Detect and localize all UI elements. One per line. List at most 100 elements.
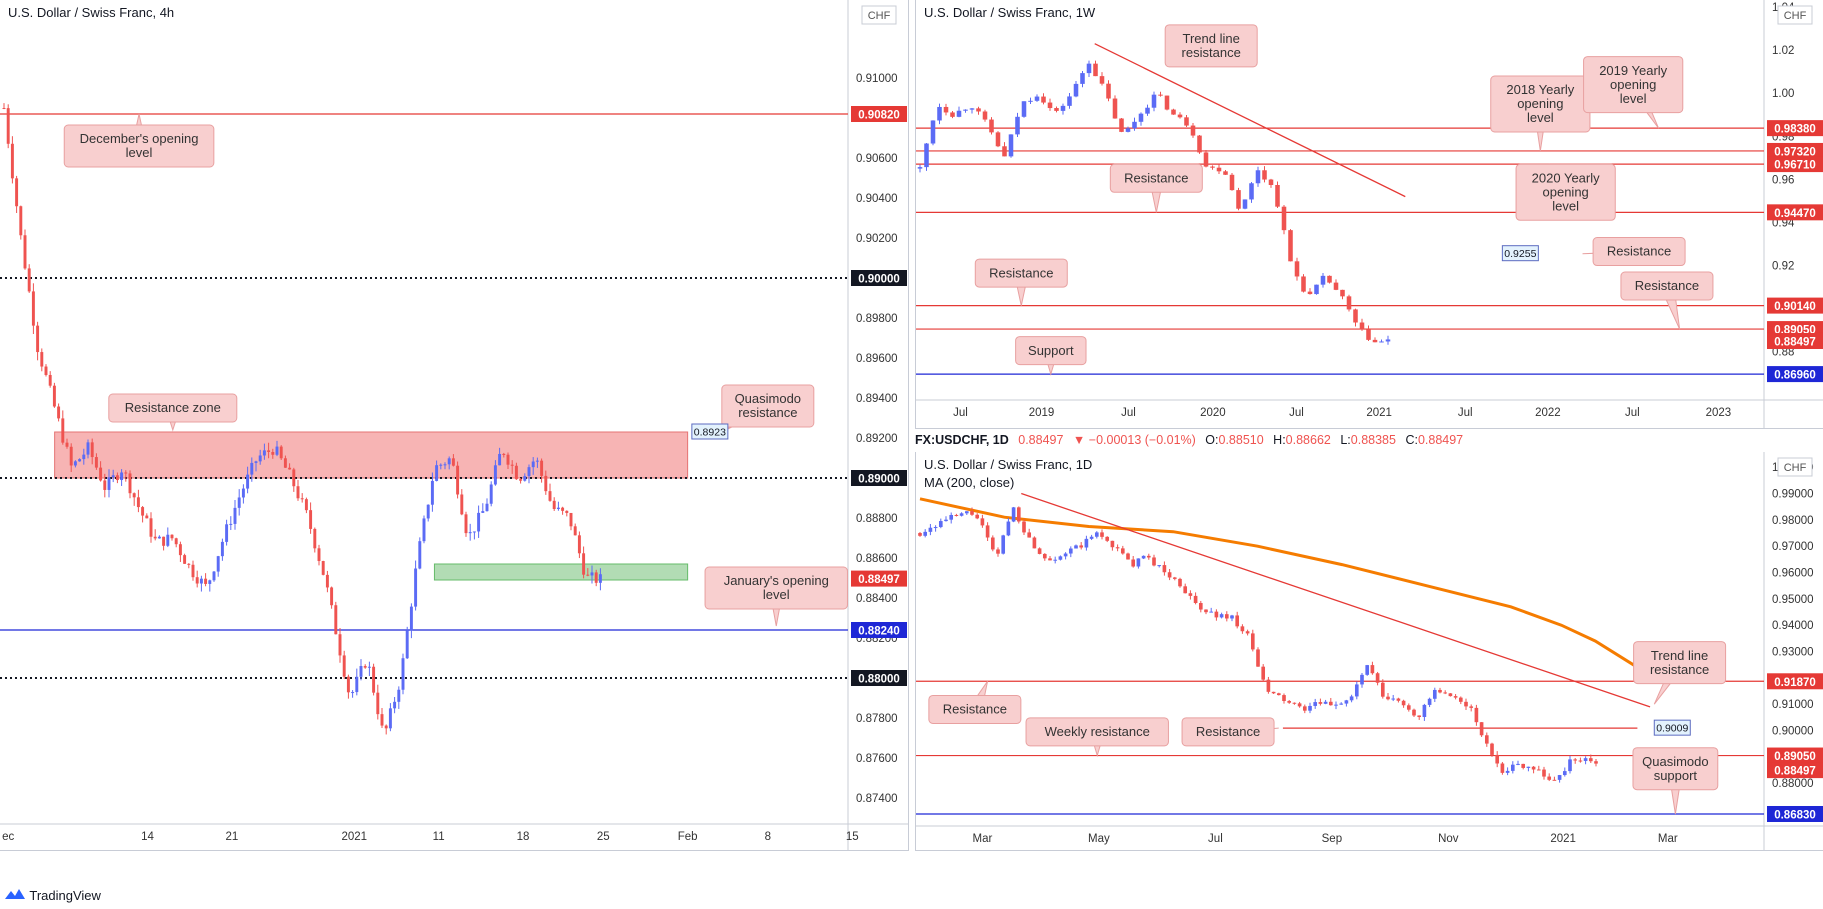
candle-body: [426, 504, 430, 519]
candle-body: [1242, 199, 1248, 209]
callout-box: [1632, 747, 1719, 791]
candle-body: [544, 475, 548, 492]
candle-body: [166, 534, 170, 546]
candle-body: [283, 458, 287, 468]
candle-body: [325, 574, 329, 588]
candle-body: [1021, 101, 1027, 117]
chart-1d[interactable]: 0.880000.890000.900000.910000.920000.930…: [916, 452, 1823, 850]
candle-body: [1016, 507, 1021, 522]
chart-pane-1d[interactable]: 0.880000.890000.900000.910000.920000.930…: [915, 452, 1823, 851]
currency-label: CHF: [868, 10, 891, 22]
y-tick-label: 0.88: [1772, 347, 1794, 359]
candle-body: [1365, 665, 1370, 675]
tradingview-brand[interactable]: TradingView: [29, 888, 101, 903]
candle-body: [1048, 558, 1052, 561]
candle-body: [959, 513, 964, 516]
candle-body: [460, 494, 464, 515]
candle-body: [1302, 706, 1307, 711]
candle-body: [1256, 649, 1260, 667]
candle-body: [1178, 578, 1182, 587]
candle-body: [40, 352, 44, 367]
candle-body: [1427, 698, 1432, 705]
candle-body: [514, 465, 518, 480]
chart-1w[interactable]: 0.880.900.920.940.960.981.001.021.04Jul2…: [916, 0, 1823, 428]
last-price: 0.88497: [1018, 433, 1064, 447]
chart-title: U.S. Dollar / Swiss Franc, 1W: [924, 5, 1096, 20]
candle-body: [1112, 98, 1118, 119]
candle-body: [975, 514, 980, 519]
callout-annotation: Resistance: [974, 258, 1068, 306]
candle-body: [1193, 595, 1198, 604]
candle-body: [254, 461, 258, 463]
chart-pane-4h[interactable]: 0.874000.876000.878000.880000.882000.884…: [0, 0, 909, 851]
candle-body: [288, 467, 292, 470]
candle-body: [145, 515, 149, 519]
y-tick-label: 0.88800: [856, 513, 898, 525]
candle-body: [141, 507, 145, 516]
chart-pane-1w[interactable]: 0.880.900.920.940.960.981.001.021.04Jul2…: [915, 0, 1823, 429]
change-arrow: ▼: [1072, 433, 1086, 447]
callout-text: 2020 Yearly: [1532, 171, 1600, 186]
indicator-label: MA (200, close): [924, 475, 1014, 490]
candle-body: [1448, 693, 1453, 697]
candle-body: [111, 475, 115, 478]
candle-body: [162, 536, 166, 546]
candle-body: [456, 465, 460, 495]
candle-body: [510, 464, 514, 466]
x-tick-label: 18: [517, 831, 530, 843]
candle-body: [1209, 611, 1214, 613]
x-tick-label: Nov: [1438, 833, 1459, 845]
candle-body: [405, 630, 409, 659]
candle-body: [917, 167, 923, 169]
candle-body: [355, 676, 359, 693]
candle-body: [99, 467, 103, 481]
axis-price-tag-label: 0.96710: [1774, 160, 1816, 172]
candle-body: [304, 499, 308, 511]
y-tick-label: 0.94000: [1772, 620, 1814, 632]
axis-price-tag: [1767, 805, 1823, 822]
tradingview-logo-icon[interactable]: [4, 885, 26, 909]
candle-body: [1230, 615, 1234, 619]
x-tick-label: 8: [765, 831, 771, 843]
axis-price-tag: [1767, 204, 1823, 221]
candle-body: [519, 479, 523, 481]
axis-price-tag-label: 0.88497: [1774, 336, 1816, 348]
x-tick-label: 2022: [1535, 407, 1561, 419]
axis-price-tag-label: 0.88497: [858, 574, 900, 586]
symbol-info-bar: FX:USDCHF, 1D 0.88497 ▼ −0.00013 (−0.01%…: [915, 430, 1823, 450]
y-tick-label: 0.98000: [1772, 515, 1814, 527]
candle-body: [376, 692, 380, 715]
callout-annotation: Weekly resistance: [1025, 717, 1169, 758]
candle-body: [90, 442, 94, 458]
price-tag-label: 0.9255: [1504, 248, 1536, 260]
candle-body: [1063, 553, 1068, 557]
x-tick-label: Jul: [1625, 407, 1640, 419]
axis-price-tag-label: 0.90140: [1774, 301, 1816, 313]
callout-text: Resistance: [1635, 278, 1699, 293]
x-tick-label: 14: [141, 831, 154, 843]
candle-body: [924, 143, 929, 168]
candle-body: [1438, 689, 1442, 693]
chart-4h[interactable]: 0.874000.876000.878000.880000.882000.884…: [0, 0, 908, 850]
change-value: −0.00013 (−0.01%): [1088, 433, 1196, 447]
y-tick-label: 0.95000: [1772, 594, 1814, 606]
candle-body: [1484, 735, 1489, 744]
callout-text: level: [1527, 110, 1554, 125]
candle-body: [1146, 555, 1151, 558]
candle-body: [1282, 695, 1286, 701]
candle-body: [1333, 282, 1339, 290]
candle-body: [31, 291, 35, 326]
candle-body: [1141, 555, 1146, 559]
candle-body: [1177, 114, 1183, 118]
callout-text: Quasimodo: [735, 391, 801, 406]
candle-body: [1219, 614, 1224, 618]
callout-text: Resistance: [1124, 171, 1188, 186]
trend-line: [1094, 43, 1406, 198]
candle-body: [1157, 565, 1162, 567]
candle-body: [1093, 63, 1098, 77]
candle-body: [330, 587, 334, 606]
candle-body: [970, 511, 974, 515]
candle-body: [464, 514, 468, 534]
candle-body: [1229, 174, 1235, 191]
